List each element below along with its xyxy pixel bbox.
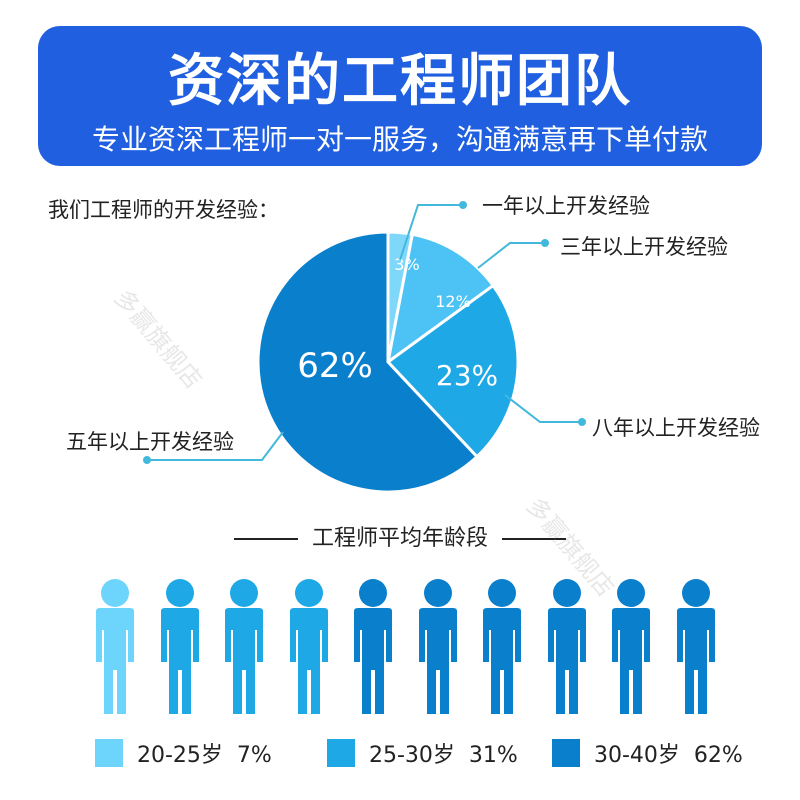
legend-item-30-40: 30-40岁 62% bbox=[552, 738, 743, 768]
legend-swatch bbox=[327, 739, 355, 767]
person-icon bbox=[671, 578, 721, 718]
person-icon bbox=[542, 578, 592, 718]
banner-title: 资深的工程师团队 bbox=[168, 49, 632, 114]
person-icon bbox=[413, 578, 463, 718]
legend-label: 25-30岁 31% bbox=[369, 743, 518, 768]
experience-label: 我们工程师的开发经验： bbox=[48, 198, 279, 222]
legend-label: 20-25岁 7% bbox=[137, 743, 272, 768]
person-icon bbox=[90, 578, 140, 718]
experience-pie-chart: 3% 12% 23% 62% bbox=[143, 201, 586, 494]
pie-label-3yr: 三年以上开发经验 bbox=[560, 235, 728, 259]
legend-label: 30-40岁 62% bbox=[594, 743, 743, 768]
callout-dot-8yr bbox=[578, 418, 586, 426]
callout-line-3yr bbox=[477, 242, 545, 269]
legend-item-25-30: 25-30岁 31% bbox=[327, 738, 518, 768]
callout-line-5yr bbox=[147, 431, 284, 461]
banner-subtitle: 专业资深工程师一对一服务，沟通满意再下单付款 bbox=[91, 123, 708, 156]
person-icon bbox=[284, 578, 334, 718]
pie-value-label-3yr: 12% bbox=[435, 292, 471, 311]
person-icon bbox=[477, 578, 527, 718]
legend-item-20-25: 20-25岁 7% bbox=[95, 738, 272, 768]
callout-dot-3yr bbox=[541, 239, 549, 247]
heading-rule-left bbox=[233, 538, 298, 540]
callout-dot-5yr bbox=[143, 456, 151, 464]
pie-slice-3yr bbox=[385, 232, 496, 366]
pie-value-label-5yr: 62% bbox=[297, 346, 373, 386]
pie-label-8yr: 八年以上开发经验 bbox=[592, 416, 760, 440]
person-icon bbox=[606, 578, 656, 718]
pie-value-label-1yr: 3% bbox=[394, 255, 419, 274]
age-heading-text: 工程师平均年龄段 bbox=[311, 526, 488, 551]
heading-rule-right bbox=[502, 538, 566, 540]
pie-label-1yr: 一年以上开发经验 bbox=[482, 194, 650, 218]
title-banner: 资深的工程师团队 专业资深工程师一对一服务，沟通满意再下单付款 bbox=[38, 26, 762, 166]
age-heading: 工程师平均年龄段 bbox=[0, 520, 800, 552]
callout-dot-1yr bbox=[459, 201, 467, 209]
age-person-pictogram bbox=[90, 578, 730, 718]
legend-swatch bbox=[552, 739, 580, 767]
person-icon bbox=[348, 578, 398, 718]
pie-label-5yr: 五年以上开发经验 bbox=[66, 430, 234, 454]
legend-swatch bbox=[95, 739, 123, 767]
pie-slice-8yr bbox=[385, 283, 520, 459]
callout-line-1yr bbox=[399, 204, 463, 261]
callout-line-8yr bbox=[504, 394, 582, 423]
pie-slice-5yr bbox=[256, 230, 480, 494]
person-icon bbox=[219, 578, 269, 718]
pie-value-label-8yr: 23% bbox=[436, 359, 498, 392]
person-icon bbox=[155, 578, 205, 718]
